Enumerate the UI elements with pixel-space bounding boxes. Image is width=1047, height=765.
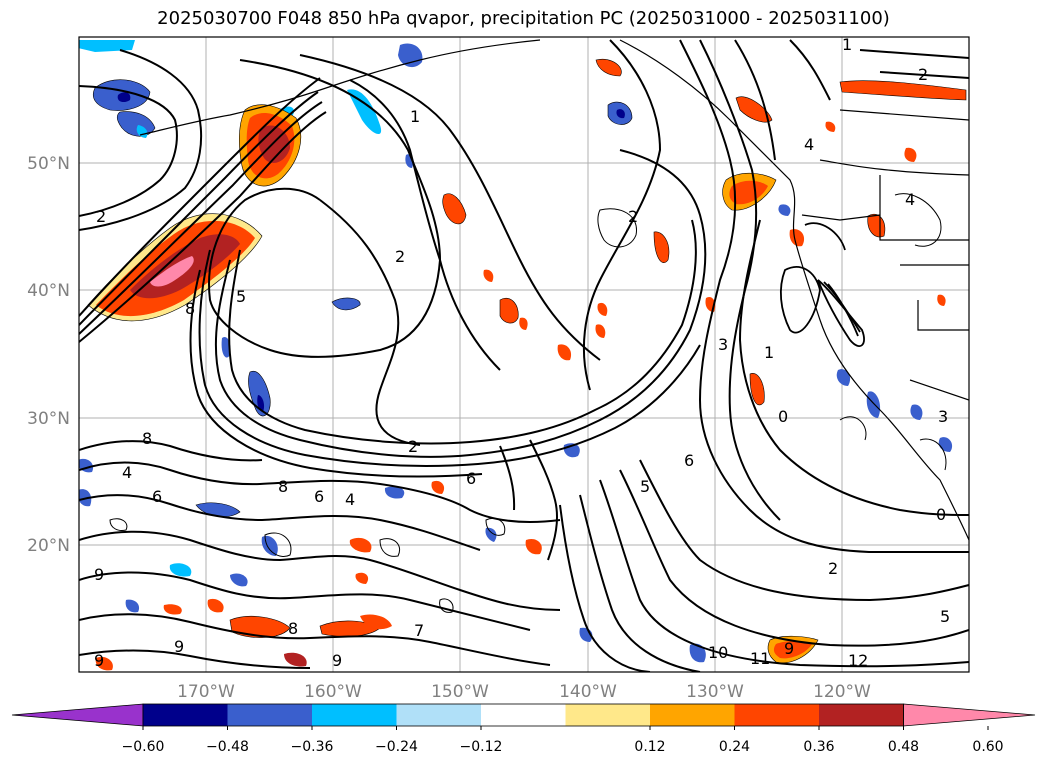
lat-label-20n: 20°N xyxy=(27,536,70,556)
fine-contours xyxy=(109,193,947,613)
colorbar-tick-label: 0.60 xyxy=(972,739,1003,755)
contour-label: 8 xyxy=(142,429,152,448)
contour-label: 0 xyxy=(936,505,946,524)
lat-label-40n: 40°N xyxy=(27,281,70,301)
contour-label: 12 xyxy=(848,651,868,670)
contour-label: 5 xyxy=(640,477,650,496)
colorbar-tick-label: −0.24 xyxy=(375,739,418,755)
lon-label-130w: 130°W xyxy=(686,682,744,702)
contour-label: 10 xyxy=(708,643,728,662)
contour-label: 2 xyxy=(96,207,106,226)
lon-label-150w: 150°W xyxy=(431,682,489,702)
precip-positive-shading xyxy=(87,58,967,671)
map-contents: 1 2 2 1 2 4 4 8 5 8 6 8 4 6 2 3 1 2 0 6 … xyxy=(79,35,969,672)
contour-label: 2 xyxy=(408,437,418,456)
qvapor-contours xyxy=(79,39,969,672)
colorbar-tick-label: 0.36 xyxy=(803,739,834,755)
coastlines xyxy=(139,39,969,541)
colorbar-extend-right xyxy=(903,703,1036,727)
contour-label: 11 xyxy=(750,649,770,668)
lon-label-120w: 120°W xyxy=(813,682,871,702)
contour-label: 1 xyxy=(410,107,420,126)
contour-label: 4 xyxy=(905,190,915,209)
colorbar-cell xyxy=(227,704,313,726)
contour-label: 6 xyxy=(152,487,162,506)
colorbar-cell xyxy=(819,704,904,726)
contour-label: 6 xyxy=(314,487,324,506)
terrain-contours xyxy=(779,222,865,347)
contour-label: 9 xyxy=(94,565,104,584)
latitude-labels: 50°N 40°N 30°N 20°N xyxy=(27,154,70,556)
lat-label-30n: 30°N xyxy=(27,409,70,429)
contour-label: 2 xyxy=(828,559,838,578)
contour-label: 9 xyxy=(332,651,342,670)
colorbar-ticks: −0.60 −0.48 −0.36 −0.24 −0.12 0.12 0.24 0.36 0.4… xyxy=(122,726,1004,755)
colorbar-cell xyxy=(312,704,397,726)
colorbar-tick-label: −0.36 xyxy=(291,739,334,755)
colorbar-cell xyxy=(565,704,651,726)
contour-labels: 1 2 2 1 2 4 4 8 5 8 6 8 4 6 2 3 1 2 0 6 … xyxy=(94,35,950,670)
contour-label: 9 xyxy=(174,637,184,656)
contour-label: 5 xyxy=(236,287,246,306)
colorbar-tick-label: −0.12 xyxy=(460,739,503,755)
lon-label-140w: 140°W xyxy=(559,682,617,702)
colorbar-cell xyxy=(481,704,566,726)
colorbar-cell xyxy=(734,704,820,726)
contour-label: 4 xyxy=(804,135,814,154)
contour-label: 1 xyxy=(842,35,852,54)
colorbar-cell xyxy=(396,704,482,726)
lon-label-170w: 170°W xyxy=(177,682,235,702)
contour-label: 7 xyxy=(414,621,424,640)
contour-label: 3 xyxy=(938,407,948,426)
longitude-labels: 170°W 160°W 150°W 140°W 130°W 120°W xyxy=(177,682,871,702)
contour-label: 4 xyxy=(345,490,355,509)
lat-label-50n: 50°N xyxy=(27,154,70,174)
contour-label: 8 xyxy=(185,299,195,318)
contour-label: 2 xyxy=(395,247,405,266)
contour-label: 8 xyxy=(278,477,288,496)
contour-label: 2 xyxy=(918,65,928,84)
contour-label: 4 xyxy=(122,463,132,482)
colorbar-tick-label: −0.48 xyxy=(206,739,249,755)
contour-label: 9 xyxy=(94,651,104,670)
colorbar-cells xyxy=(11,703,1036,727)
contour-label: 8 xyxy=(288,619,298,638)
contour-label: 5 xyxy=(940,607,950,626)
colorbar-cell xyxy=(143,704,228,726)
colorbar-tick-label: 0.12 xyxy=(634,739,665,755)
contour-label: 2 xyxy=(628,207,638,226)
colorbar-border xyxy=(142,703,904,727)
colorbar-tick-label: 0.24 xyxy=(719,739,750,755)
contour-label: 6 xyxy=(466,469,476,488)
lon-label-160w: 160°W xyxy=(304,682,362,702)
contour-label: 0 xyxy=(778,407,788,426)
contour-label: 3 xyxy=(718,335,728,354)
colorbar-cell xyxy=(650,704,735,726)
colorbar-extend-left xyxy=(11,703,144,727)
contour-label: 9 xyxy=(784,639,794,658)
contour-label: 1 xyxy=(764,343,774,362)
colorbar-tick-label: −0.60 xyxy=(122,739,165,755)
contour-label: 6 xyxy=(684,451,694,470)
colorbar-tick-label: 0.48 xyxy=(888,739,919,755)
colorbar: −0.60 −0.48 −0.36 −0.24 −0.12 0.12 0.24 0.36 0.4… xyxy=(11,703,1036,755)
map-title: 2025030700 F048 850 hPa qvapor, precipit… xyxy=(157,8,890,29)
map-border xyxy=(78,36,970,673)
gridlines xyxy=(79,37,969,672)
